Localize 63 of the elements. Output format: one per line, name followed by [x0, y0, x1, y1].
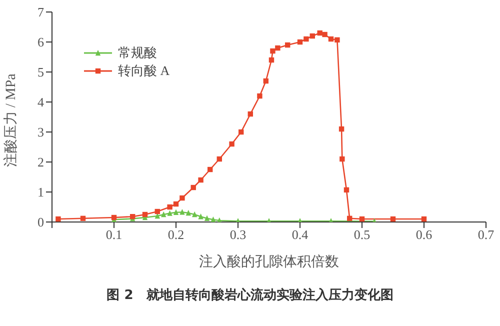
y-tick-label: 1 [38, 184, 44, 200]
point [421, 216, 427, 222]
y-tick-label: 7 [38, 4, 44, 20]
x-tick-label: 0.3 [230, 227, 246, 242]
point [344, 187, 350, 192]
x-tick-label: 0.1 [106, 227, 122, 242]
x-tick-label: 0.2 [168, 227, 184, 242]
point [180, 195, 185, 201]
point [216, 156, 222, 162]
point [297, 39, 303, 45]
point [322, 32, 328, 38]
point [161, 211, 166, 218]
x-axis-title: 注入酸的孔隙体积倍数 [199, 254, 339, 270]
point [186, 210, 191, 216]
point [154, 208, 160, 214]
point [56, 216, 61, 222]
point [167, 204, 172, 210]
point [275, 45, 280, 51]
text: 图 2 就地自转向酸岩心流动实验注入压力变化图 [106, 286, 394, 304]
point [229, 141, 234, 147]
point [390, 216, 396, 222]
point [328, 36, 334, 42]
point [198, 214, 204, 220]
point [285, 42, 290, 48]
point [190, 184, 196, 190]
x-tick-label: 0.4 [292, 227, 309, 242]
y-tick-label: 2 [38, 154, 44, 170]
point [248, 111, 253, 117]
point [317, 30, 322, 36]
legend-label: 转向酸 A [118, 62, 170, 80]
point [268, 57, 274, 63]
y-tick-label: 5 [38, 64, 44, 80]
point [173, 201, 179, 207]
point [257, 93, 262, 99]
point [238, 129, 244, 135]
point [167, 210, 172, 216]
y-axis-title: 注酸压力 / MPa [2, 72, 19, 167]
point [304, 36, 309, 42]
legend-label: 常规酸 [118, 44, 157, 62]
y-tick-label: 3 [38, 124, 44, 140]
point [310, 33, 315, 39]
point [340, 156, 345, 162]
point [198, 177, 204, 183]
point [263, 78, 268, 84]
x-tick-label: 0.7 [478, 227, 495, 242]
point [180, 209, 185, 215]
y-tick-label: 6 [38, 34, 44, 50]
point [204, 215, 210, 221]
point [142, 212, 148, 218]
point [359, 216, 365, 222]
point [347, 216, 352, 221]
x-tick-label: 0.5 [354, 227, 370, 242]
y-tick-label: 4 [38, 94, 44, 110]
point [80, 216, 86, 221]
point [334, 37, 340, 42]
point [192, 211, 198, 218]
x-tick-label: 0.6 [416, 227, 433, 242]
point [270, 48, 276, 54]
y-tick-label: 0 [38, 214, 44, 230]
point [208, 166, 213, 172]
point [210, 216, 216, 222]
point [338, 126, 344, 132]
point [173, 209, 179, 215]
